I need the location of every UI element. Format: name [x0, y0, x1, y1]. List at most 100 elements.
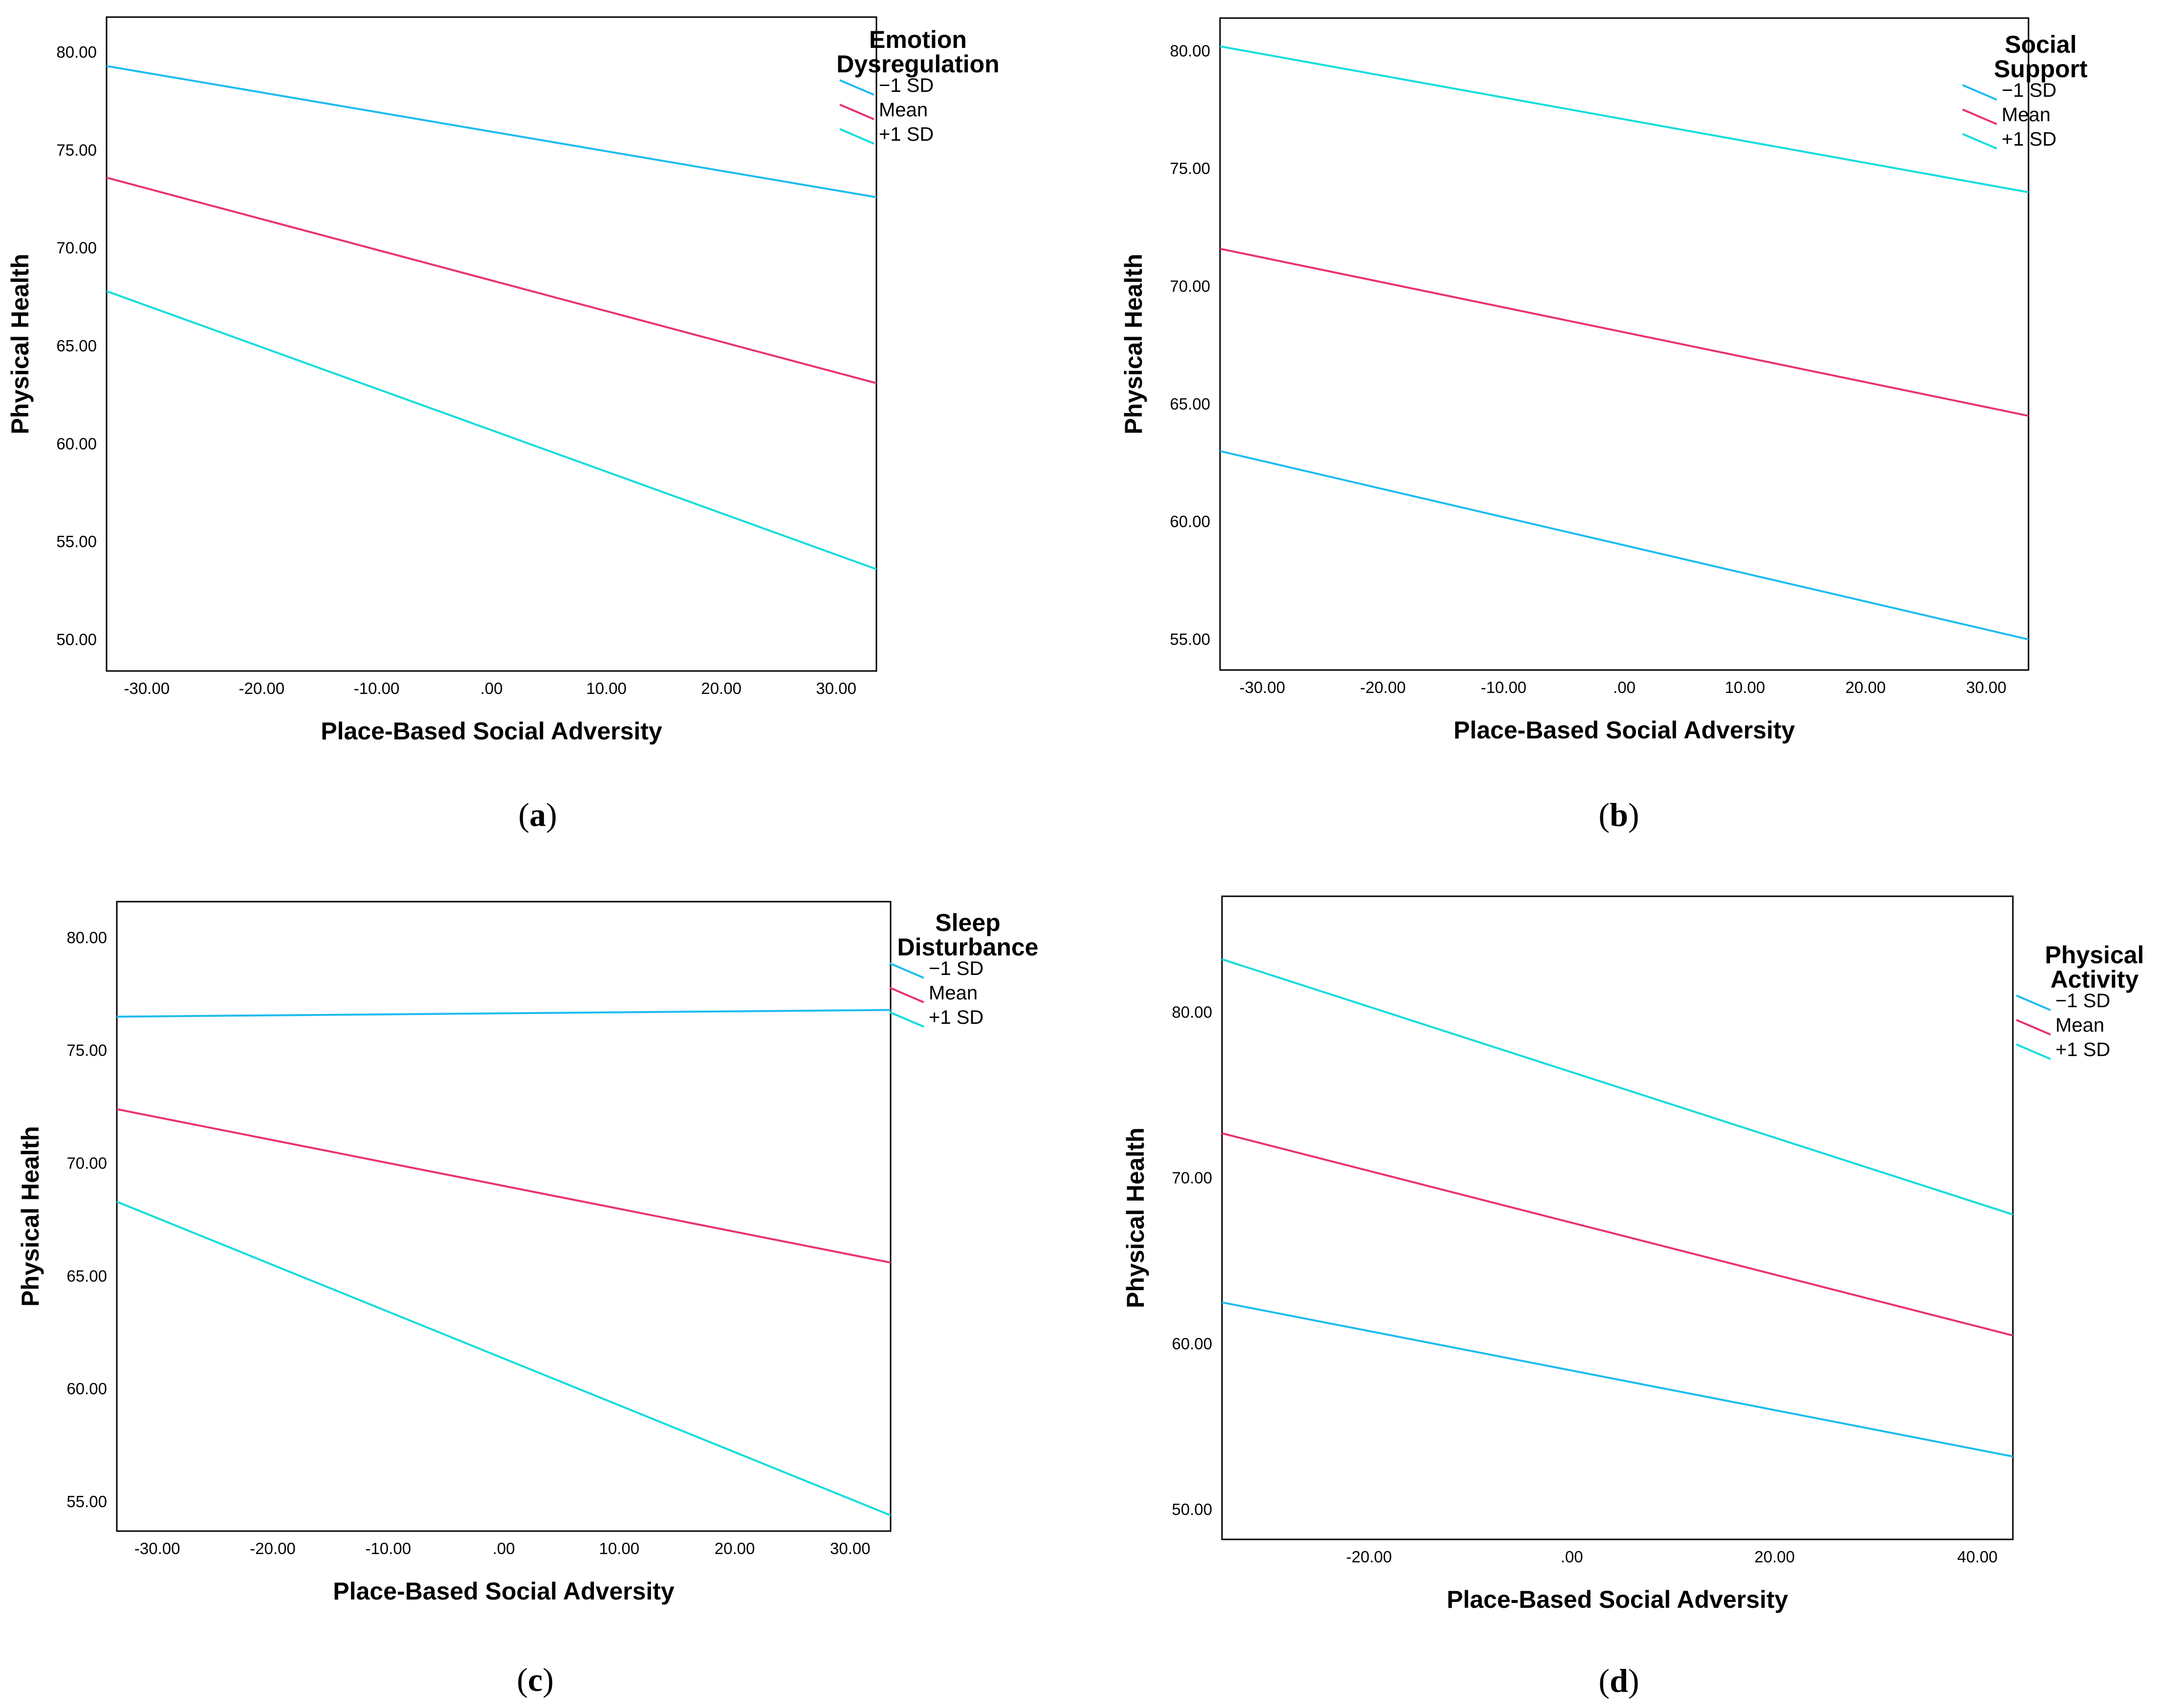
y-tick-label: 50.00 — [1172, 1500, 1212, 1518]
x-tick-label: 30.00 — [1966, 678, 2007, 696]
y-tick-label: 60.00 — [1172, 1335, 1212, 1353]
plot-frame — [1221, 895, 2014, 1540]
legend-entry-label: +1 SD — [929, 1007, 983, 1028]
x-tick-label: .00 — [480, 679, 503, 697]
x-tick-label: -20.00 — [1360, 678, 1406, 696]
x-tick-label: .00 — [1561, 1548, 1583, 1566]
x-tick-label: 30.00 — [830, 1539, 871, 1557]
series-line-minus-1sd — [116, 1009, 891, 1018]
x-axis-title: Place-Based Social Adversity — [321, 717, 662, 745]
plot-frame — [1219, 17, 2029, 671]
y-tick-label: 80.00 — [1172, 1003, 1212, 1021]
series-line-minus-1sd — [106, 65, 877, 198]
x-tick-label: 20.00 — [715, 1539, 755, 1557]
legend-title: Social — [2005, 31, 2076, 58]
y-tick-label: 75.00 — [1170, 159, 1210, 177]
legend-entry-label: −1 SD — [2002, 80, 2056, 101]
legend-title: Physical — [2045, 941, 2144, 969]
chart-panel-a: 50.00 55.00 60.00 65.00 70.00 75.00 80.00 -30.0… — [6, 16, 1000, 833]
y-tick-label: 70.00 — [56, 239, 97, 257]
y-tick-label: 55.00 — [66, 1492, 107, 1511]
y-tick-label: 70.00 — [66, 1154, 107, 1172]
legend-key-swatch — [1962, 84, 1997, 101]
legend-title: Emotion — [869, 26, 967, 53]
legend-entry-label: +1 SD — [879, 124, 934, 145]
caption-open-paren: ( — [1598, 796, 1610, 833]
series-line-minus-1sd — [1220, 450, 2029, 641]
legend-key-swatch — [2016, 1043, 2051, 1060]
x-tick-label: -10.00 — [354, 679, 400, 697]
plot-frame — [116, 901, 892, 1532]
caption-close-paren: ) — [1628, 796, 1639, 833]
legend-entry-label: −1 SD — [2055, 990, 2110, 1012]
caption-open-paren: ( — [518, 796, 529, 833]
y-tick-label: 55.00 — [56, 533, 97, 551]
y-tick-label: 60.00 — [1170, 513, 1210, 531]
legend-title: Dysregulation — [836, 50, 999, 78]
caption-letter: a — [529, 796, 546, 833]
x-tick-label: 10.00 — [599, 1539, 639, 1557]
y-tick-label: 65.00 — [56, 337, 97, 355]
series-line-mean — [116, 1108, 891, 1264]
chart-panel-d: 50.00 60.00 70.00 80.00 -20.00 .00 20.00 40.00 P… — [1122, 895, 2144, 1699]
legend-key-swatch — [839, 104, 874, 120]
x-tick-label: 40.00 — [1957, 1548, 1998, 1566]
legend-title: Sleep — [935, 909, 1000, 936]
legend-title: Support — [1994, 55, 2088, 83]
chart-panel-c: 55.00 60.00 65.00 70.00 75.00 80.00 -30.00 -20.… — [17, 901, 1039, 1698]
legend-key-swatch — [889, 962, 924, 979]
y-axis-title: Physical Health — [6, 254, 34, 434]
legend-entry-label: Mean — [879, 99, 928, 121]
legend-entry-label: −1 SD — [879, 75, 934, 96]
x-tick-label: -30.00 — [124, 679, 170, 697]
legend-key-swatch — [889, 987, 924, 1003]
x-tick-label: 10.00 — [586, 679, 627, 697]
legend-key-swatch — [2016, 995, 2051, 1011]
y-axis-title: Physical Health — [1122, 1127, 1149, 1308]
legend-key-swatch — [839, 79, 874, 96]
y-tick-label: 65.00 — [66, 1267, 107, 1285]
legend-entry-label: Mean — [929, 982, 978, 1004]
legend-entry-label: +1 SD — [2002, 129, 2056, 150]
x-axis-title: Place-Based Social Adversity — [1454, 716, 1795, 744]
caption-letter: b — [1610, 796, 1628, 833]
legend-key-swatch — [1962, 133, 1997, 150]
series-line-plus-1sd — [1220, 45, 2029, 194]
y-tick-label: 60.00 — [66, 1380, 107, 1398]
x-tick-label: -10.00 — [1481, 678, 1527, 696]
panel-caption: (b) — [1598, 796, 1639, 833]
plot-frame — [106, 16, 877, 672]
series-line-plus-1sd — [1222, 958, 2013, 1216]
legend-key-swatch — [1962, 108, 1997, 125]
x-tick-label: -30.00 — [1240, 678, 1286, 696]
y-tick-label: 75.00 — [66, 1041, 107, 1059]
panel-caption: (a) — [518, 796, 557, 833]
y-tick-label: 80.00 — [56, 43, 97, 61]
x-tick-label: -30.00 — [134, 1539, 180, 1557]
x-tick-label: 30.00 — [816, 679, 856, 697]
y-tick-label: 50.00 — [56, 630, 97, 649]
legend-key-swatch — [889, 1011, 924, 1028]
x-tick-label: -20.00 — [239, 679, 285, 697]
y-tick-label: 80.00 — [1170, 42, 1210, 60]
x-axis-title: Place-Based Social Adversity — [333, 1578, 675, 1605]
caption-open-paren: ( — [517, 1661, 528, 1698]
x-tick-label: 10.00 — [1725, 678, 1766, 696]
y-axis-title: Physical Health — [17, 1126, 44, 1307]
legend-entry-label: −1 SD — [929, 958, 983, 979]
series-line-mean — [1220, 248, 2029, 417]
y-axis-title: Physical Health — [1120, 254, 1147, 434]
panel-caption: (c) — [517, 1661, 554, 1698]
caption-letter: d — [1610, 1662, 1628, 1699]
series-line-plus-1sd — [106, 290, 877, 570]
series-line-mean — [106, 176, 877, 385]
x-tick-label: -20.00 — [250, 1539, 296, 1557]
caption-letter: c — [528, 1661, 543, 1698]
x-tick-label: 20.00 — [1754, 1548, 1795, 1566]
y-tick-label: 65.00 — [1170, 395, 1210, 413]
legend-title: Disturbance — [897, 933, 1039, 961]
x-tick-label: 20.00 — [701, 679, 742, 697]
